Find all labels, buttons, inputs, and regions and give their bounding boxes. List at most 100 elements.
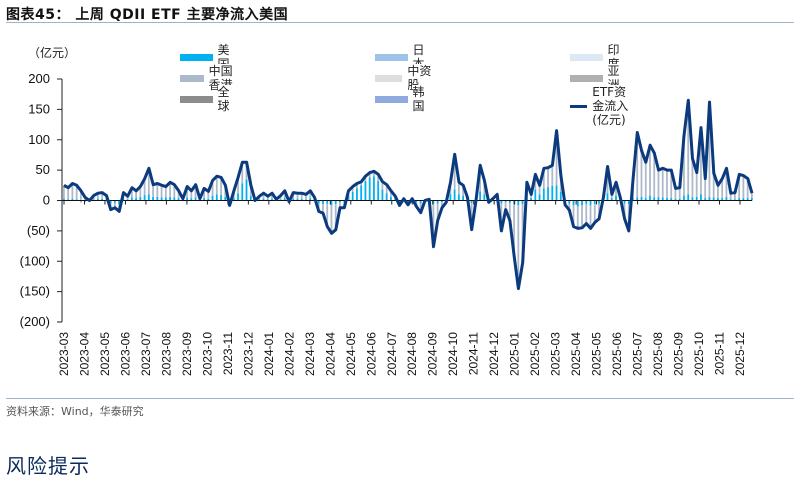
bar-us	[742, 198, 745, 201]
bar-hongkong	[462, 185, 465, 196]
bar-hongkong	[220, 177, 222, 196]
bar-us	[237, 193, 239, 201]
bar-hongkong	[326, 203, 329, 227]
bar-hongkong	[79, 190, 82, 203]
bar-hongkong	[649, 145, 651, 196]
bar-hongkong	[530, 194, 532, 199]
x-tick-label: 2024-03	[303, 332, 317, 376]
legend-item: ETF资金流入(亿元)	[570, 85, 639, 127]
bar-us	[598, 200, 600, 204]
bar-hongkong	[521, 204, 524, 263]
bar-hongkong	[130, 187, 133, 198]
bar-us	[109, 200, 112, 204]
bar-us	[483, 194, 486, 201]
bar-hongkong	[368, 172, 371, 178]
bar-us	[130, 197, 133, 201]
bar-us	[177, 198, 180, 201]
bar-hongkong	[173, 184, 176, 198]
bar-hongkong	[504, 202, 507, 210]
bar-us	[674, 198, 677, 201]
bar-hongkong	[207, 191, 210, 199]
bar-us	[661, 197, 664, 201]
x-tick-label: 2023-03	[57, 332, 71, 376]
bar-hongkong	[432, 204, 435, 247]
bar-hongkong	[640, 150, 643, 197]
bar-hongkong	[305, 194, 307, 200]
bar-hongkong	[177, 190, 180, 199]
bar-us	[347, 195, 350, 201]
bar-hongkong	[147, 168, 150, 195]
bar-us	[453, 189, 456, 201]
bar-us	[534, 189, 537, 201]
bar-us	[118, 200, 121, 205]
bar-us	[71, 198, 74, 201]
y-tick-label: 100	[28, 132, 50, 147]
bar-hongkong	[593, 204, 596, 223]
bar-hongkong	[674, 188, 677, 199]
x-tick-label: 2023-10	[200, 332, 214, 376]
bar-us	[156, 196, 159, 201]
legend-swatch	[570, 53, 603, 61]
bar-hongkong	[215, 176, 218, 195]
bar-us	[407, 200, 409, 202]
bar-us	[186, 197, 188, 201]
x-tick-label: 2024-07	[385, 332, 399, 376]
bar-hongkong	[585, 204, 588, 224]
bar-us	[152, 196, 154, 201]
bar-us	[721, 198, 724, 201]
bar-us	[169, 196, 171, 201]
x-tick-label: 2025-07	[631, 332, 645, 376]
bar-us	[343, 200, 346, 202]
bar-hongkong	[708, 102, 711, 197]
bar-us	[568, 200, 571, 204]
bar-hongkong	[551, 165, 554, 186]
bar-us	[351, 191, 354, 201]
x-tick-label: 2025-09	[672, 332, 686, 376]
bar-hongkong	[615, 182, 617, 196]
bar-us	[398, 200, 401, 203]
bar-us	[670, 198, 673, 201]
bar-hongkong	[237, 177, 239, 194]
x-tick-label: 2025-05	[590, 332, 604, 376]
source-note: 资料来源：Wind，华泰研究	[6, 405, 144, 418]
bar-us	[691, 197, 694, 201]
bar-hongkong	[377, 174, 380, 182]
bar-us	[334, 200, 337, 205]
bar-us	[695, 196, 698, 201]
bar-us	[381, 189, 384, 201]
bar-us	[101, 198, 104, 201]
bar-us	[368, 177, 371, 201]
bar-hongkong	[296, 193, 299, 199]
bar-hongkong	[385, 184, 388, 194]
bar-us	[113, 200, 116, 203]
bar-hongkong	[725, 168, 728, 197]
bar-us	[207, 198, 210, 201]
bar-us	[593, 200, 596, 205]
bar-us	[627, 200, 630, 205]
bar-us	[317, 200, 320, 204]
legend-label: ETF资金流入(亿元)	[592, 85, 639, 127]
bar-hongkong	[700, 127, 702, 195]
bar-us	[394, 199, 397, 201]
bar-us	[559, 191, 562, 201]
bar-hongkong	[547, 167, 549, 188]
bar-hongkong	[84, 197, 87, 202]
bar-us	[457, 194, 460, 201]
bar-us	[440, 200, 443, 203]
bar-us	[63, 198, 65, 201]
bar-us	[415, 200, 418, 203]
bar-us	[292, 198, 295, 201]
bar-hongkong	[203, 188, 205, 199]
x-tick-label: 2024-01	[262, 332, 276, 376]
bar-hongkong	[164, 186, 167, 198]
bar-us	[555, 185, 558, 201]
bar-hongkong	[300, 193, 303, 199]
bar-us	[330, 200, 333, 206]
bar-us	[725, 196, 728, 201]
bar-hongkong	[262, 193, 265, 199]
bar-hongkong	[657, 170, 660, 197]
bar-us	[164, 197, 167, 201]
x-tick-label: 2023-05	[98, 332, 112, 376]
bar-us	[551, 185, 554, 201]
bar-hongkong	[712, 173, 715, 198]
